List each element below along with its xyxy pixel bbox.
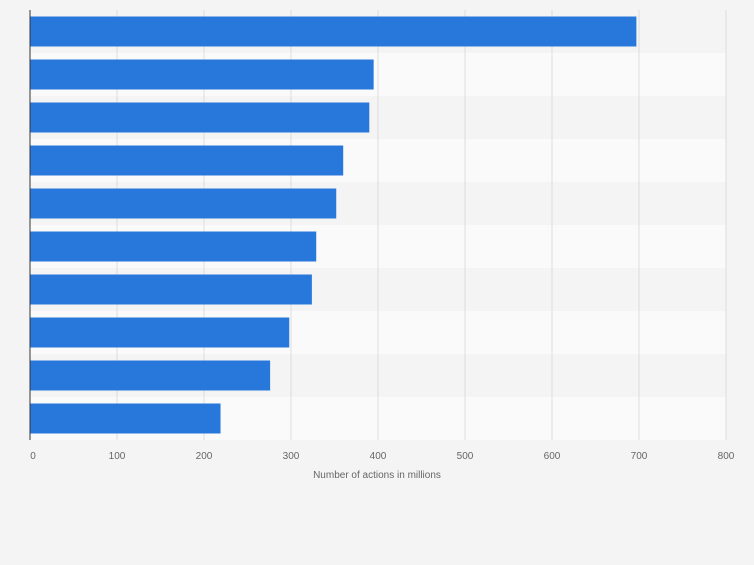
x-axis-label: Number of actions in millions (313, 470, 441, 481)
x-tick-label: 100 (109, 451, 126, 462)
bar[interactable] (30, 360, 271, 391)
bar[interactable] (30, 102, 370, 133)
x-axis-ticks: 0 100 200 300 400 500 600 700 800 (30, 451, 735, 462)
x-tick-label: 400 (370, 451, 387, 462)
bar[interactable] (30, 188, 337, 219)
x-tick-label: 200 (196, 451, 213, 462)
bars (30, 16, 637, 434)
x-tick-label: 600 (544, 451, 561, 462)
x-tick-label: 700 (631, 451, 648, 462)
x-tick-label: 800 (718, 451, 735, 462)
bar[interactable] (30, 16, 637, 47)
bar[interactable] (30, 317, 290, 348)
bar[interactable] (30, 231, 317, 262)
bar[interactable] (30, 403, 221, 434)
bar[interactable] (30, 274, 312, 305)
x-tick-label: 0 (30, 451, 36, 462)
bar[interactable] (30, 59, 374, 90)
bar[interactable] (30, 145, 344, 176)
x-tick-label: 300 (283, 451, 300, 462)
x-tick-label: 500 (457, 451, 474, 462)
